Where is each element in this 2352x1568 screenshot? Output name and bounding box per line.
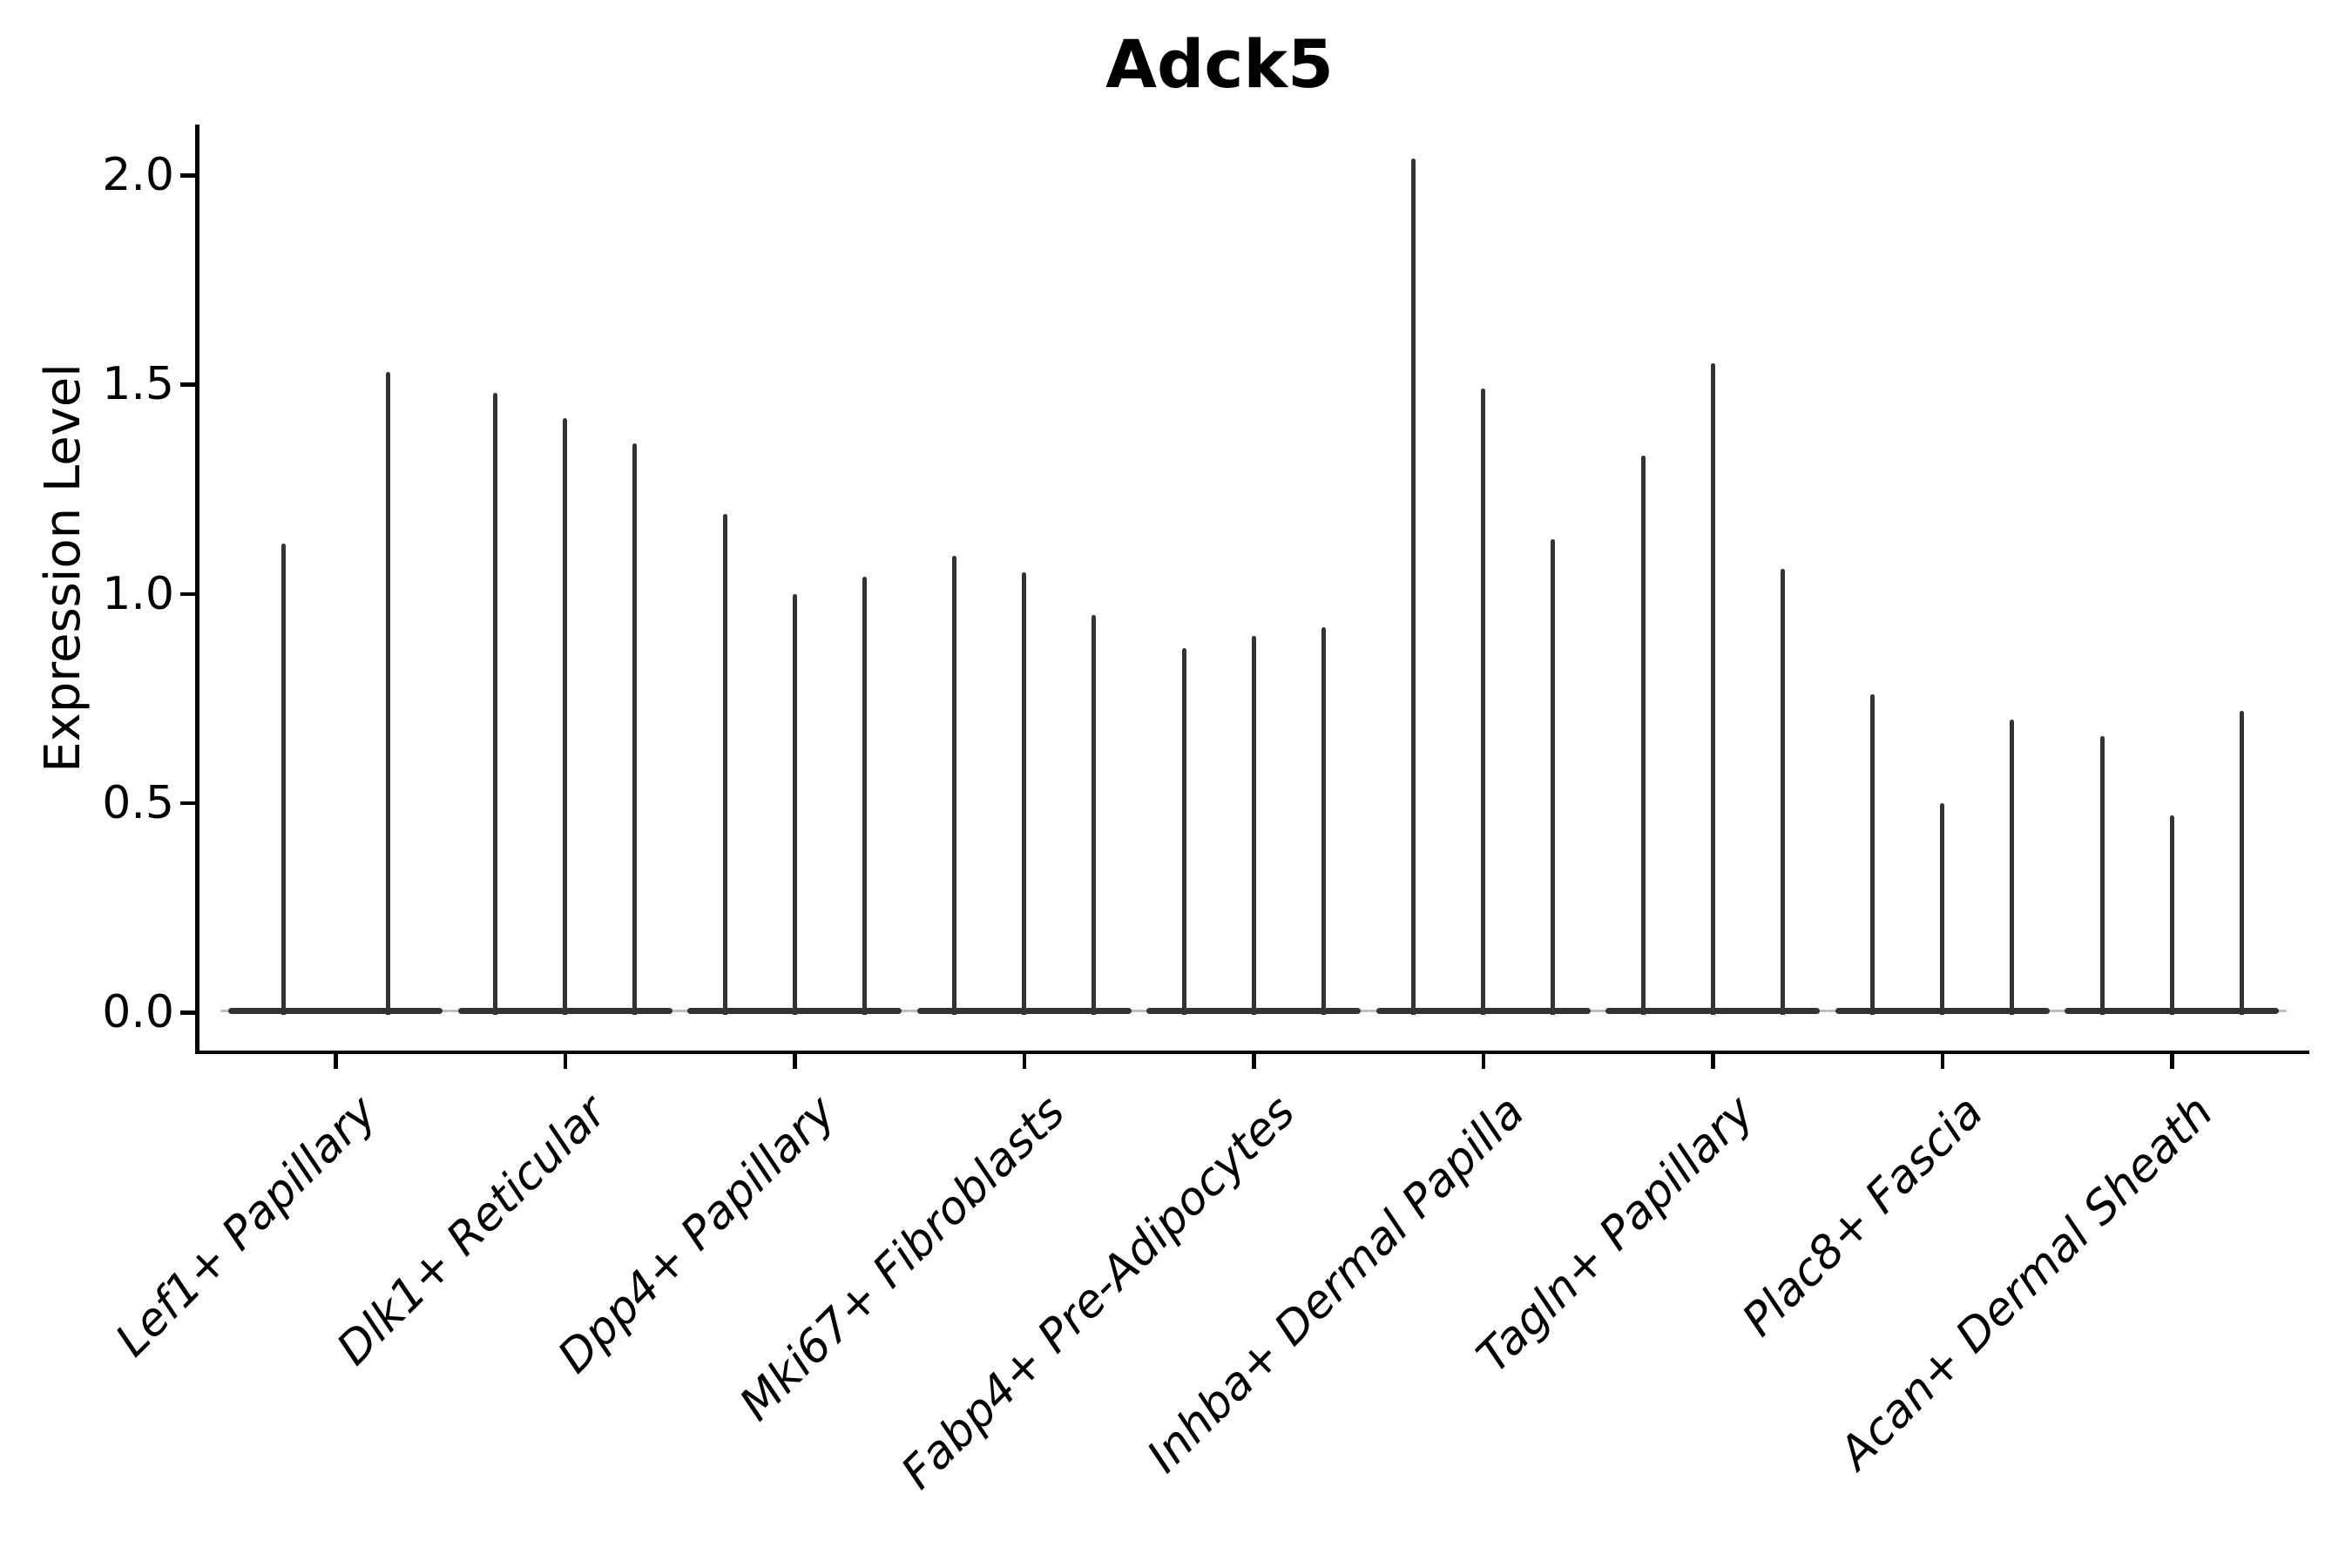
x-tick: [2170, 1050, 2174, 1069]
violin-spike: [1710, 363, 1715, 1015]
violin-spike: [792, 593, 797, 1015]
y-tick: [180, 382, 195, 387]
x-tick-label: Fabp4+ Pre-Adipocytes: [891, 1085, 1306, 1500]
violin-spike: [1870, 693, 1875, 1015]
violin-spike: [1092, 614, 1096, 1015]
x-tick: [793, 1050, 797, 1069]
y-tick-label: 1.5: [102, 358, 174, 411]
violin-spike: [1321, 626, 1326, 1015]
y-tick-label: 0.0: [102, 986, 174, 1038]
violin-spike: [722, 514, 727, 1015]
violin-spike: [1481, 389, 1485, 1015]
violin-spike: [563, 417, 567, 1015]
violin-spike: [280, 543, 286, 1015]
x-tick: [334, 1050, 338, 1069]
chart-title: Adck5: [1105, 25, 1334, 103]
violin-spike: [632, 443, 637, 1015]
violin-spike: [1181, 647, 1186, 1015]
y-tick-label: 1.0: [102, 567, 174, 620]
violin-spike: [1411, 158, 1416, 1015]
y-axis-label: Expression Level: [35, 363, 91, 773]
violin-spike: [1940, 802, 1944, 1015]
x-tick: [1022, 1050, 1026, 1069]
x-tick: [563, 1050, 567, 1069]
violin-spike: [2099, 735, 2105, 1015]
y-tick: [180, 591, 195, 596]
x-tick: [1252, 1050, 1256, 1069]
y-tick-label: 0.5: [102, 776, 174, 829]
violin-spike: [2169, 815, 2174, 1015]
violin-spike: [1640, 455, 1646, 1015]
x-tick-label: Acan+ Dermal Sheath: [1829, 1085, 2224, 1480]
violin-spike: [952, 556, 956, 1015]
violin-spike: [1251, 635, 1256, 1015]
x-tick: [1711, 1050, 1715, 1069]
y-axis-spine: [195, 125, 199, 1054]
violin-base: [228, 1008, 443, 1014]
violin-spike: [2239, 711, 2244, 1015]
x-tick: [1940, 1050, 1944, 1069]
y-tick-label: 2.0: [102, 149, 174, 201]
violin-spike: [862, 577, 867, 1015]
y-tick: [180, 173, 195, 178]
x-tick: [1481, 1050, 1485, 1069]
violin-spike: [385, 371, 390, 1015]
x-tick-label: Plac8+ Fascia: [1733, 1085, 1994, 1347]
x-tick-label: Inhba+ Dermal Papilla: [1137, 1085, 1535, 1484]
violin-spike: [1022, 572, 1026, 1015]
violin-spike: [1551, 539, 1555, 1015]
violin-spike: [1780, 568, 1785, 1015]
violin-spike: [493, 392, 497, 1015]
violin-spike: [2010, 719, 2014, 1015]
y-tick: [180, 1010, 195, 1015]
y-tick: [180, 801, 195, 806]
